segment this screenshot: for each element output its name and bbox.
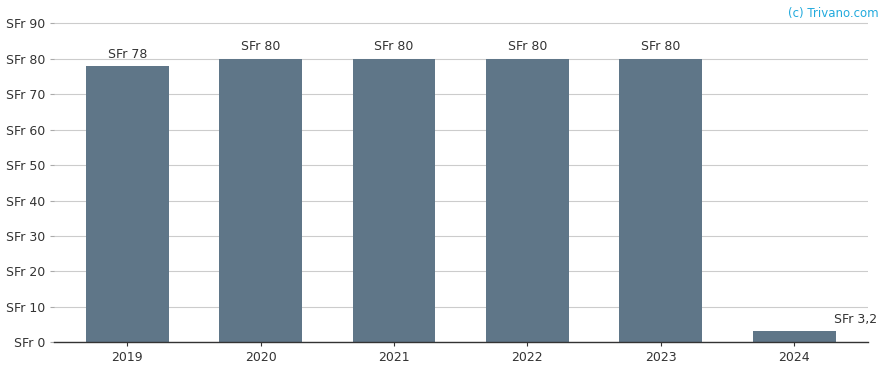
Text: SFr 78: SFr 78 bbox=[107, 47, 147, 61]
Bar bbox=[753, 331, 836, 342]
Bar bbox=[486, 59, 569, 342]
Text: (c) Trivano.com: (c) Trivano.com bbox=[789, 7, 879, 20]
Text: SFr 80: SFr 80 bbox=[241, 40, 281, 53]
Bar bbox=[353, 59, 435, 342]
Text: SFr 80: SFr 80 bbox=[375, 40, 414, 53]
Bar bbox=[620, 59, 702, 342]
Bar bbox=[86, 66, 169, 342]
Text: SFr 80: SFr 80 bbox=[508, 40, 547, 53]
Bar bbox=[219, 59, 302, 342]
Text: SFr 80: SFr 80 bbox=[641, 40, 680, 53]
Text: SFr 3,2: SFr 3,2 bbox=[834, 313, 877, 326]
